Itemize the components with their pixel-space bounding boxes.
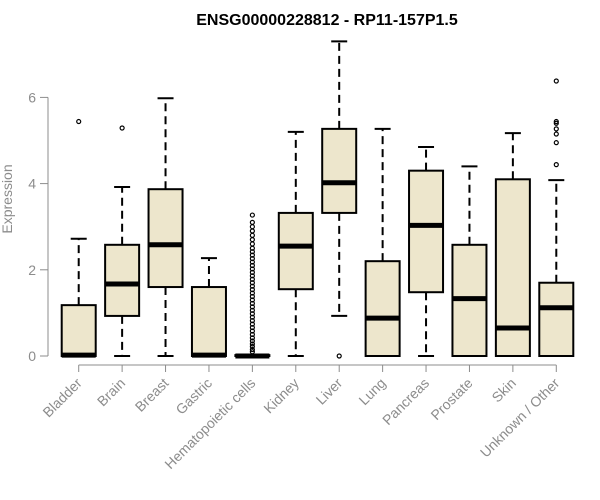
box-body [190,286,227,358]
x-tick-label: Liver [313,375,346,408]
outlier-point [336,353,342,359]
outlier-point [249,346,255,353]
x-tick-label: Prostate [427,375,475,423]
outlier-point [76,118,82,125]
outlier-point [249,212,255,218]
x-tick-label: Unknown / Other [477,375,563,461]
outlier-point [249,237,255,243]
box-liver [321,40,358,359]
y-tick-label: 2 [28,262,36,278]
box-body [104,243,141,317]
y-tick-label: 6 [28,89,36,105]
box-body [364,260,401,357]
x-tick-label: Gastric [172,375,215,418]
y-axis: 0 2 4 6 [28,89,49,364]
y-tick-label: 0 [28,348,36,364]
box-hematopoietic-cells [234,212,271,359]
outlier-point [553,118,559,125]
outlier-point [249,341,255,347]
y-axis-label: Expression [0,164,15,233]
box-prostate [451,165,488,357]
box-body [408,169,445,294]
x-tick-label: Pancreas [379,375,432,428]
box-unknown-other [538,78,575,358]
x-tick-label: Bladder [39,375,85,421]
y-tick-label: 4 [28,176,36,192]
outlier-point [553,120,559,126]
box-body [60,304,97,357]
outlier-point [249,228,255,234]
box-gastric [190,257,227,358]
box-skin [494,132,531,357]
box-pancreas [408,145,445,357]
box-body [147,188,184,289]
x-tick-label: Brain [94,375,128,409]
box-kidney [277,130,314,357]
outlier-point [119,125,125,131]
outlier-point [553,126,559,132]
box-series [60,40,575,359]
outlier-point [553,162,559,168]
outlier-point [553,78,559,84]
x-tick-label: Lung [355,375,388,408]
outlier-point [553,140,559,146]
box-breast [147,97,184,357]
x-tick-label: Kidney [260,375,302,417]
x-tick-label: Breast [132,375,172,415]
box-lung [364,127,401,357]
box-body [538,281,575,358]
outlier-point [249,224,255,230]
x-tick-label: Skin [488,375,519,406]
outlier-point [249,219,255,225]
outlier-point [249,343,255,350]
box-body [321,127,358,214]
chart-title: ENSG00000228812 - RP11-157P1.5 [196,12,458,29]
outlier-point [249,232,255,238]
outlier-point [553,131,559,137]
box-bladder [60,118,97,358]
box-brain [104,125,141,357]
outlier-point [249,349,255,355]
outlier-point [249,338,255,344]
box-body [277,211,314,291]
outlier-point [249,241,255,247]
